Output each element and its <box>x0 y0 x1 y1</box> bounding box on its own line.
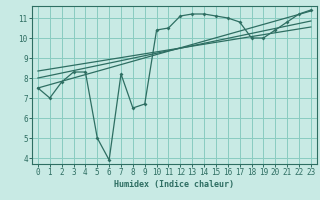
X-axis label: Humidex (Indice chaleur): Humidex (Indice chaleur) <box>115 180 234 189</box>
